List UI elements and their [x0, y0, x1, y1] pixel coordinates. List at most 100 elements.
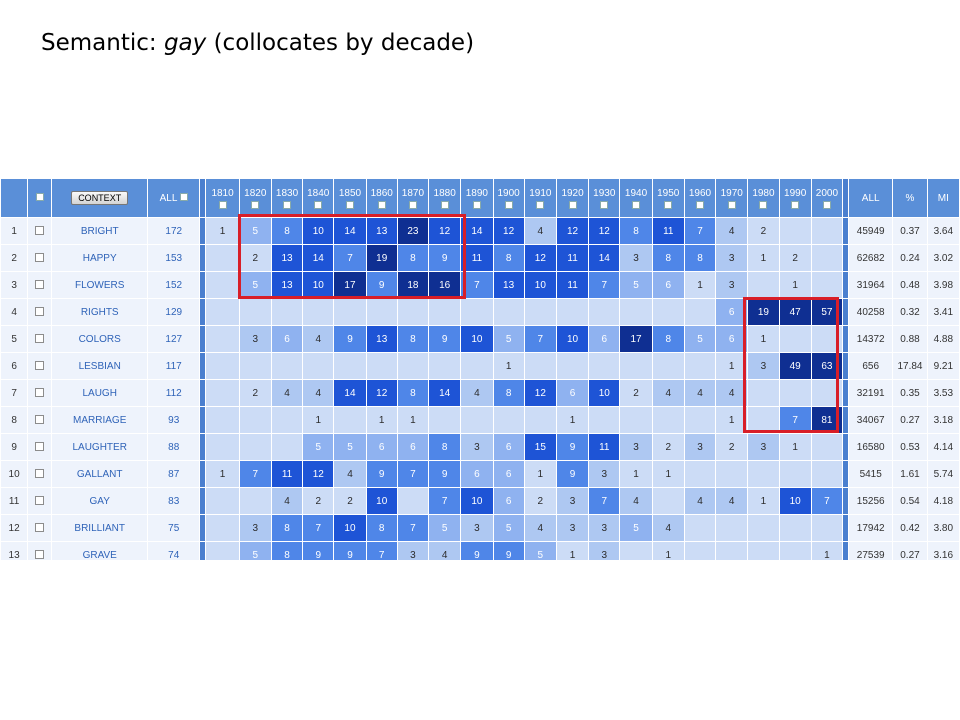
decade-count-cell[interactable]: 4: [270, 487, 304, 515]
row-checkbox[interactable]: [35, 226, 45, 236]
decade-count-cell[interactable]: 3: [588, 514, 621, 542]
decade-count-cell[interactable]: 10: [460, 325, 494, 353]
decade-count-cell[interactable]: 8: [492, 379, 525, 407]
row-checkbox[interactable]: [35, 496, 45, 506]
decade-count-cell[interactable]: 1: [715, 352, 749, 380]
row-total-link[interactable]: 74: [147, 541, 201, 560]
decade-count-cell[interactable]: 3: [238, 325, 272, 353]
decade-count-cell[interactable]: 49: [778, 352, 812, 380]
row-word-link[interactable]: GALLANT: [51, 460, 149, 488]
decade-count-cell[interactable]: 6: [715, 298, 749, 326]
decade-checkbox[interactable]: [314, 200, 323, 209]
decade-count-cell[interactable]: 6: [270, 325, 304, 353]
decade-count-cell[interactable]: 8: [683, 244, 717, 272]
decade-count-cell[interactable]: 10: [555, 325, 590, 353]
decade-count-cell[interactable]: 4: [651, 379, 685, 407]
decade-count-cell[interactable]: 10: [588, 379, 621, 407]
row-total-link[interactable]: 87: [147, 460, 201, 488]
decade-count-cell[interactable]: 1: [523, 460, 557, 488]
decade-count-cell[interactable]: 4: [460, 379, 494, 407]
decade-count-cell[interactable]: 6: [588, 325, 621, 353]
decade-count-cell[interactable]: 2: [715, 433, 749, 461]
decade-count-cell[interactable]: 9: [555, 433, 590, 461]
decade-count-cell[interactable]: 1: [555, 406, 590, 434]
row-word-link[interactable]: GRAVE: [51, 541, 149, 560]
decade-count-cell[interactable]: 7: [396, 460, 430, 488]
decade-count-cell[interactable]: 8: [492, 244, 525, 272]
decade-count-cell[interactable]: 8: [619, 217, 653, 245]
decade-checkbox[interactable]: [472, 200, 481, 209]
decade-checkbox[interactable]: [377, 200, 386, 209]
row-word-link[interactable]: COLORS: [51, 325, 149, 353]
row-select[interactable]: [27, 541, 53, 560]
decade-count-cell[interactable]: 14: [428, 379, 462, 407]
decade-count-cell[interactable]: 3: [238, 514, 272, 542]
decade-count-cell[interactable]: 5: [428, 514, 462, 542]
decade-checkbox[interactable]: [791, 200, 800, 209]
decade-count-cell[interactable]: 13: [492, 271, 525, 299]
decade-checkbox[interactable]: [664, 200, 673, 209]
decade-count-cell[interactable]: 8: [270, 541, 304, 560]
decade-count-cell[interactable]: 14: [333, 379, 367, 407]
row-select[interactable]: [27, 487, 53, 515]
row-word-link[interactable]: RIGHTS: [51, 298, 149, 326]
decade-checkbox[interactable]: [504, 200, 513, 209]
decade-count-cell[interactable]: 3: [747, 433, 780, 461]
row-checkbox[interactable]: [35, 334, 45, 344]
row-total-link[interactable]: 129: [147, 298, 201, 326]
decade-count-cell[interactable]: 1: [715, 406, 749, 434]
decade-checkbox[interactable]: [695, 200, 704, 209]
decade-count-cell[interactable]: 2: [619, 379, 653, 407]
decade-count-cell[interactable]: 11: [588, 433, 621, 461]
row-checkbox[interactable]: [35, 307, 45, 317]
row-word-link[interactable]: BRIGHT: [51, 217, 149, 245]
header-select-all[interactable]: [27, 178, 53, 218]
row-word-link[interactable]: GAY: [51, 487, 149, 515]
decade-count-cell[interactable]: 3: [555, 514, 590, 542]
decade-count-cell[interactable]: 8: [396, 244, 430, 272]
decade-count-cell[interactable]: 12: [523, 244, 557, 272]
decade-count-cell[interactable]: 8: [396, 325, 430, 353]
decade-count-cell[interactable]: 9: [428, 460, 462, 488]
decade-count-cell[interactable]: 2: [238, 379, 272, 407]
decade-count-cell[interactable]: 3: [715, 244, 749, 272]
decade-count-cell[interactable]: 4: [715, 217, 749, 245]
decade-count-cell[interactable]: 2: [302, 487, 335, 515]
decade-count-cell[interactable]: 14: [333, 217, 367, 245]
decade-count-cell[interactable]: 10: [460, 487, 494, 515]
decade-count-cell[interactable]: 7: [333, 244, 367, 272]
decade-count-cell[interactable]: 4: [302, 325, 335, 353]
decade-count-cell[interactable]: 6: [492, 460, 525, 488]
decade-count-cell[interactable]: 12: [588, 217, 621, 245]
decade-count-cell[interactable]: 47: [778, 298, 812, 326]
decade-count-cell[interactable]: 5: [238, 271, 272, 299]
decade-count-cell[interactable]: 11: [270, 460, 304, 488]
decade-count-cell[interactable]: 5: [492, 514, 525, 542]
decade-count-cell[interactable]: 12: [302, 460, 335, 488]
decade-checkbox[interactable]: [759, 200, 768, 209]
decade-count-cell[interactable]: 4: [270, 379, 304, 407]
decade-count-cell[interactable]: 9: [333, 541, 367, 560]
decade-checkbox[interactable]: [536, 200, 545, 209]
decade-count-cell[interactable]: 5: [523, 541, 557, 560]
row-checkbox[interactable]: [35, 388, 45, 398]
decade-count-cell[interactable]: 7: [238, 460, 272, 488]
decade-count-cell[interactable]: 3: [555, 487, 590, 515]
decade-count-cell[interactable]: 5: [238, 541, 272, 560]
decade-count-cell[interactable]: 4: [333, 460, 367, 488]
decade-count-cell[interactable]: 1: [302, 406, 335, 434]
decade-count-cell[interactable]: 10: [778, 487, 812, 515]
decade-count-cell[interactable]: 1: [492, 352, 525, 380]
decade-count-cell[interactable]: 17: [619, 325, 653, 353]
decade-count-cell[interactable]: 10: [523, 271, 557, 299]
decade-count-cell[interactable]: 2: [523, 487, 557, 515]
decade-count-cell[interactable]: 3: [588, 460, 621, 488]
decade-count-cell[interactable]: 10: [333, 514, 367, 542]
decade-count-cell[interactable]: 5: [333, 433, 367, 461]
decade-count-cell[interactable]: 5: [619, 514, 653, 542]
row-total-link[interactable]: 75: [147, 514, 201, 542]
decade-count-cell[interactable]: 1: [747, 487, 780, 515]
decade-count-cell[interactable]: 3: [588, 541, 621, 560]
row-word-link[interactable]: LESBIAN: [51, 352, 149, 380]
decade-count-cell[interactable]: 1: [651, 460, 685, 488]
